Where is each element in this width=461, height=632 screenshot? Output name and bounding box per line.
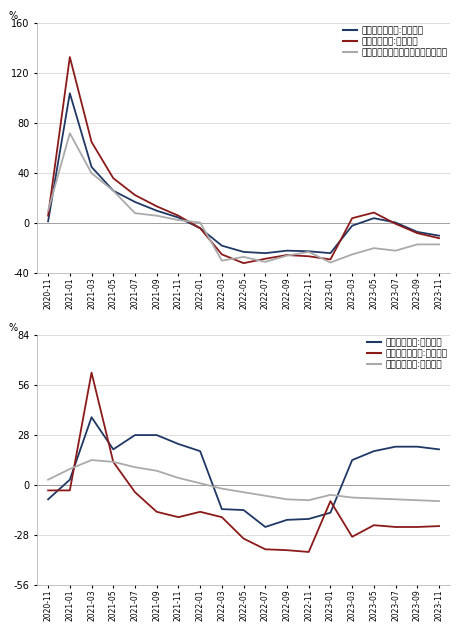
Text: %: % <box>8 323 18 332</box>
Legend: 房屋竣工面积:累计同比, 房屋新开工面积:累计同比, 房屋施工面积:累计同比: 房屋竣工面积:累计同比, 房屋新开工面积:累计同比, 房屋施工面积:累计同比 <box>367 338 447 369</box>
Text: %: % <box>8 11 18 21</box>
Legend: 商品房销售面积:累计同比, 商品房销售额:累计同比, 国有土地使用权出让收入：累计同比: 商品房销售面积:累计同比, 商品房销售额:累计同比, 国有土地使用权出让收入：累… <box>343 26 447 58</box>
